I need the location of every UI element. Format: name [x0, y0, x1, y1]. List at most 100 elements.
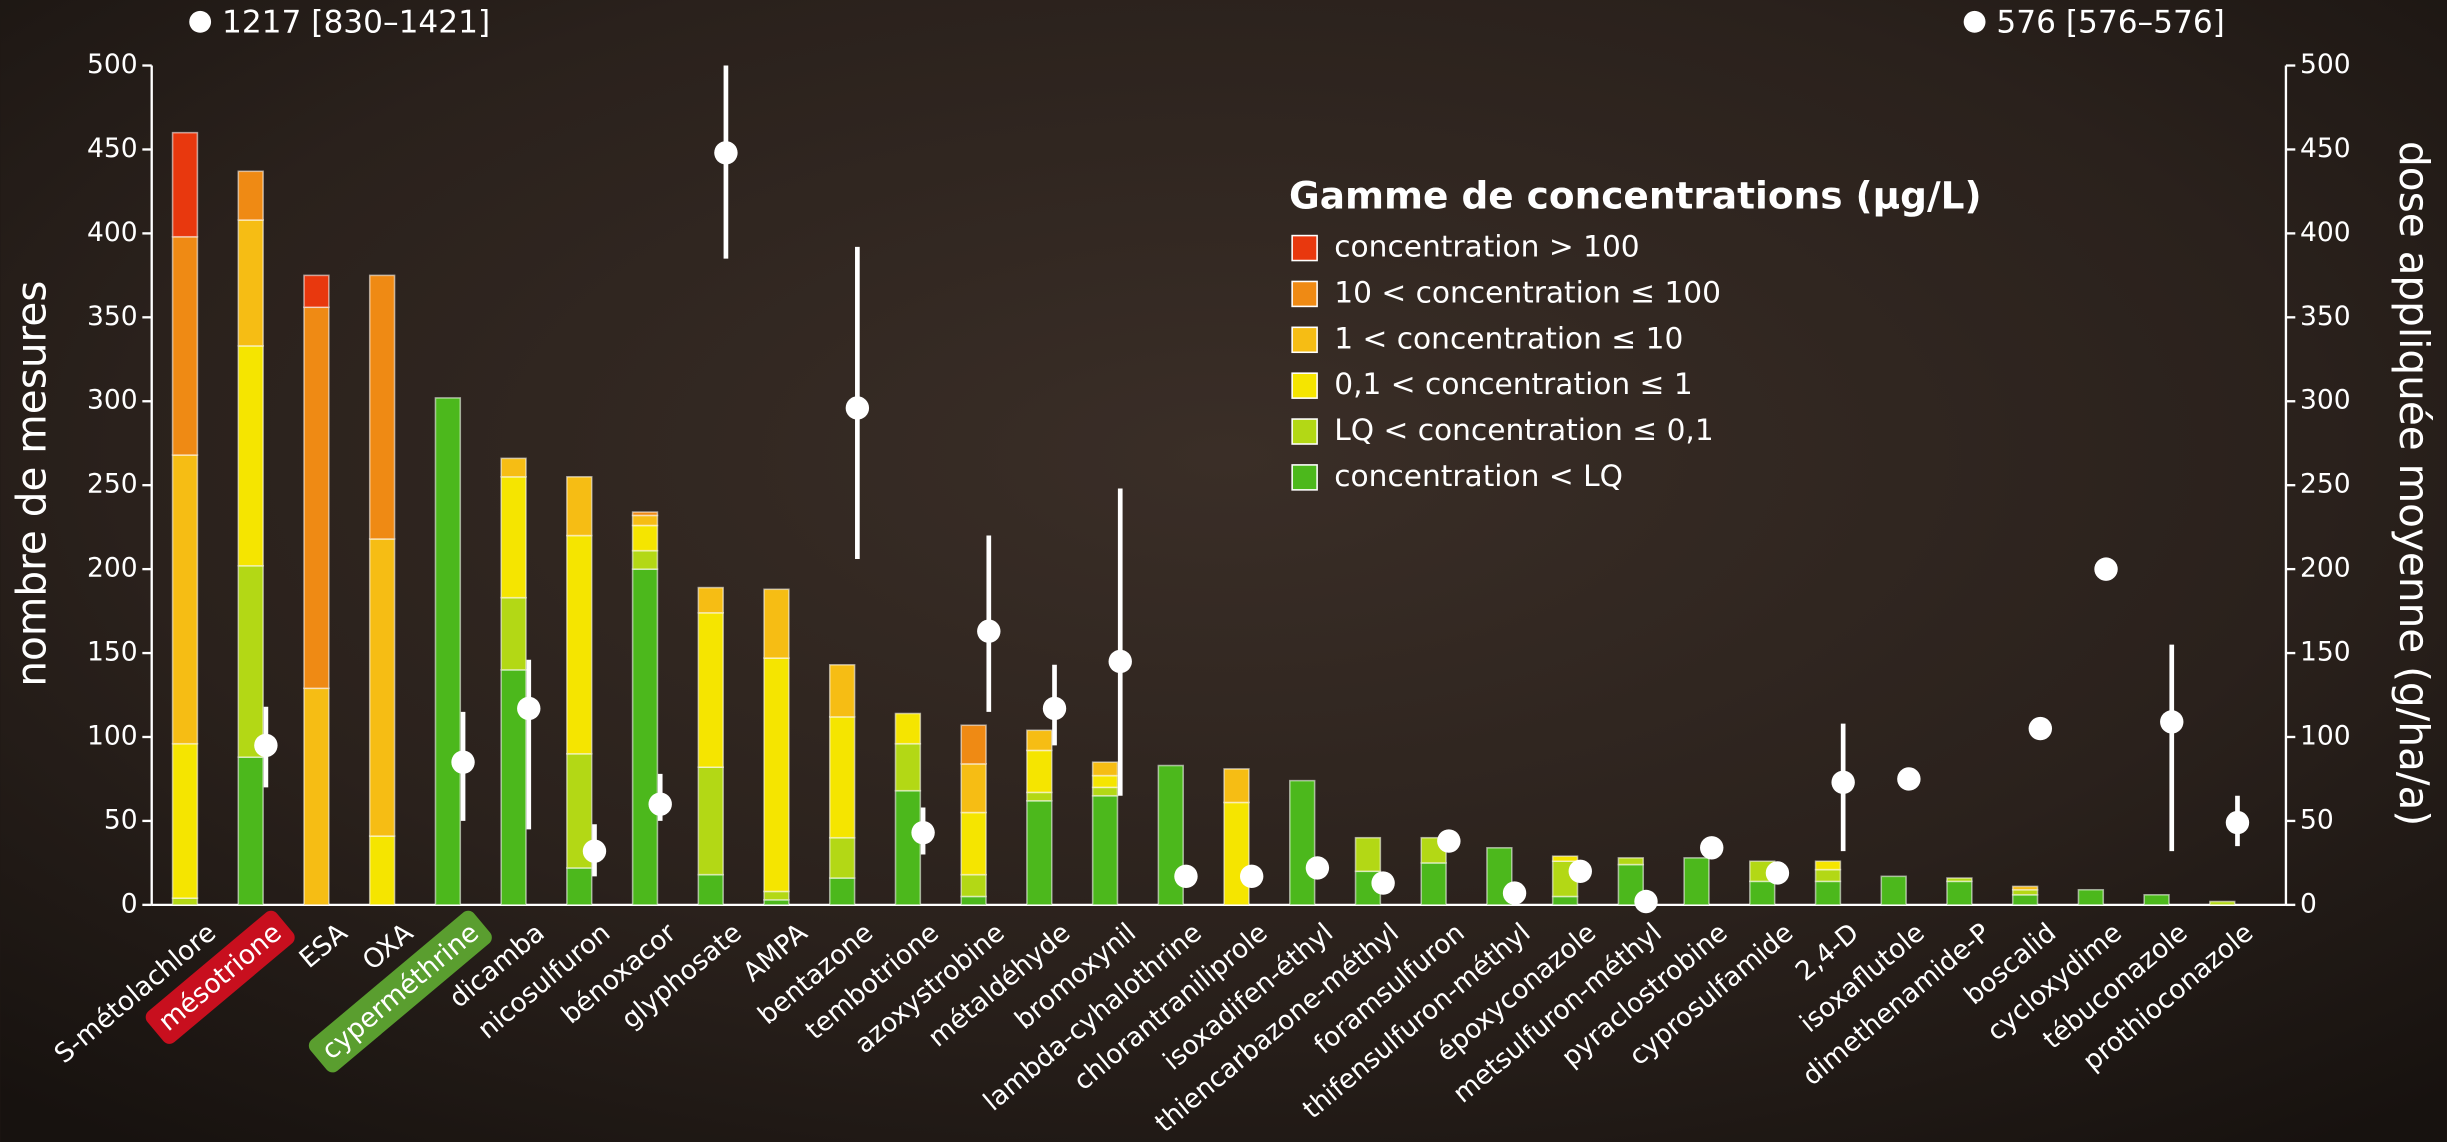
- bar-segment: [567, 868, 592, 905]
- dose-point: [1109, 650, 1132, 673]
- dose-point: [583, 839, 606, 862]
- legend-swatch: [1292, 236, 1317, 261]
- bar-segment: [895, 713, 920, 743]
- dose-point: [1240, 865, 1263, 888]
- bar-segment: [370, 836, 395, 905]
- chart: nombre de mesures dose appliquée moyenne…: [0, 0, 2447, 1142]
- dose-point: [714, 141, 737, 164]
- bar-segment: [304, 275, 329, 307]
- dose-point: [451, 750, 474, 773]
- dose-point: [1306, 856, 1329, 879]
- bar-segment: [304, 688, 329, 905]
- y-tick-label: 400: [87, 217, 138, 248]
- bar-segment: [895, 791, 920, 905]
- dose-point: [977, 620, 1000, 643]
- dose-point: [911, 821, 934, 844]
- y-tick-label: 100: [87, 720, 138, 751]
- bar-segment: [1224, 802, 1249, 904]
- bar-segment: [238, 757, 263, 905]
- y-tick-label: 450: [87, 133, 138, 164]
- bar-segment: [1553, 856, 1578, 861]
- bar-segment: [830, 838, 855, 878]
- bar-segment: [370, 539, 395, 836]
- annotation: 576 [576–576]: [1996, 4, 2224, 40]
- bar-segment: [1093, 762, 1118, 775]
- bar-segment: [238, 220, 263, 346]
- bar-segment: [1947, 881, 1972, 905]
- y-tick-label: 200: [87, 553, 138, 584]
- bar-segment: [238, 346, 263, 566]
- y2-tick-label: 500: [2300, 49, 2351, 80]
- bar-segment: [304, 307, 329, 688]
- dose-point: [1174, 865, 1197, 888]
- dose-point: [1766, 861, 1789, 884]
- bar-segment: [1816, 861, 1841, 869]
- bar-segment: [698, 588, 723, 613]
- y-tick-label: 0: [121, 888, 138, 919]
- y2-tick-label: 450: [2300, 133, 2351, 164]
- bar-segment: [1093, 776, 1118, 788]
- bar-segment: [501, 598, 526, 670]
- y-tick-label: 500: [87, 49, 138, 80]
- bar-segment: [764, 891, 789, 899]
- legend-label: 0,1 < concentration ≤ 1: [1334, 366, 1692, 401]
- bar-segment: [698, 767, 723, 874]
- bar-segment: [1290, 781, 1315, 905]
- bar-segment: [1027, 730, 1052, 750]
- bar-segment: [698, 875, 723, 905]
- legend-title: Gamme de concentrations (µg/L): [1289, 174, 1982, 218]
- legend-swatch: [1292, 327, 1317, 352]
- bar-segment: [1027, 750, 1052, 792]
- bar-segment: [1618, 858, 1643, 865]
- dose-point: [2226, 811, 2249, 834]
- bar-segment: [961, 896, 986, 904]
- bar-segment: [633, 569, 658, 905]
- y2-tick-label: 100: [2300, 720, 2351, 751]
- annotation-dot: [1964, 11, 1986, 33]
- bar-segment: [238, 171, 263, 220]
- bar-segment: [961, 725, 986, 764]
- dose-point: [1700, 836, 1723, 859]
- dose-point: [2094, 557, 2117, 580]
- bar-segment: [2210, 902, 2235, 905]
- bar-segment: [633, 512, 658, 515]
- y-tick-label: 350: [87, 301, 138, 332]
- dose-point: [2160, 710, 2183, 733]
- bar-segment: [830, 878, 855, 905]
- bar-segment: [1816, 881, 1841, 905]
- dose-point: [2029, 717, 2052, 740]
- bar-segment: [173, 133, 198, 237]
- bar-segment: [1093, 787, 1118, 795]
- bar-segment: [764, 589, 789, 658]
- bar-segment: [633, 515, 658, 525]
- bar-segment: [435, 398, 460, 905]
- y-tick-label: 250: [87, 469, 138, 500]
- page: {"chart_data": { "type": "stacked-bar", …: [0, 0, 2447, 1142]
- y2-tick-label: 0: [2300, 888, 2317, 919]
- bar-segment: [698, 613, 723, 767]
- legend-label: LQ < concentration ≤ 0,1: [1334, 412, 1713, 447]
- bar-segment: [1027, 801, 1052, 905]
- bar-segment: [961, 875, 986, 897]
- bar-segment: [633, 525, 658, 550]
- y-tick-label: 150: [87, 637, 138, 668]
- y2-axis-title: dose appliquée moyenne (g/ha/a): [2390, 141, 2438, 826]
- y-tick-label: 50: [104, 804, 138, 835]
- legend-label: 10 < concentration ≤ 100: [1334, 274, 1721, 309]
- y2-tick-label: 400: [2300, 217, 2351, 248]
- bar-segment: [1356, 838, 1381, 872]
- annotation: 1217 [830–1421]: [222, 4, 490, 40]
- legend-swatch: [1292, 281, 1317, 306]
- bar-segment: [1881, 876, 1906, 905]
- bar-segment: [2144, 895, 2169, 905]
- bar-segment: [830, 717, 855, 838]
- bar-segment: [370, 275, 395, 539]
- bar-segment: [1684, 858, 1709, 905]
- bar-segment: [1093, 796, 1118, 905]
- dose-point: [517, 697, 540, 720]
- dose-point: [649, 792, 672, 815]
- bar-segment: [1421, 863, 1446, 905]
- bar-segment: [633, 551, 658, 569]
- annotation-dot: [189, 11, 211, 33]
- y-axis-title: nombre de mesures: [8, 281, 56, 687]
